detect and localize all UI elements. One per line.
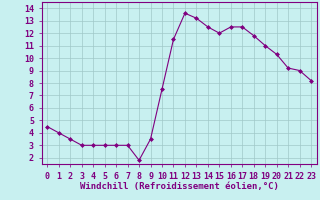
X-axis label: Windchill (Refroidissement éolien,°C): Windchill (Refroidissement éolien,°C) (80, 182, 279, 191)
